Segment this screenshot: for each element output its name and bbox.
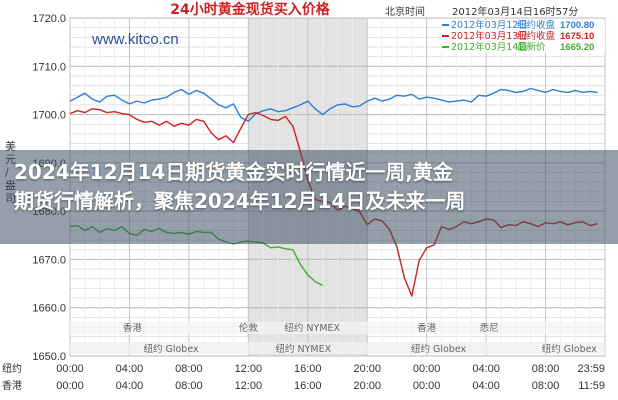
session-strip [70,322,605,334]
legend-bg [441,31,605,42]
x-tick-label: 04:00 [472,363,500,375]
axis-corner-bottom: 香港 [2,380,22,392]
session-label: 香港 [123,322,143,334]
legend-date: 2012年03月12日 [451,19,528,31]
datetime-label: 2012年03月14日16时57分 [452,5,578,18]
x-tick-label: 20:00 [353,363,381,375]
legend-value: 1665.20 [560,42,594,53]
x-tick-label: 00:00 [56,363,84,375]
timezone-label: 北京时间 [385,5,425,18]
x-end-label: 23:59 [577,363,605,375]
legend-date: 2012年03月14日 [451,41,528,53]
headline-line-2: 期货行情解析，聚焦2024年12月14日及未来一周 [14,189,466,213]
series-line-1 [69,87,598,122]
x-tick-label: 00:00 [413,363,441,375]
session-label: 悉尼 [480,322,499,334]
axis-corner-top: 纽约 [2,362,22,375]
x-tick-label-2: 08:00 [532,380,560,392]
globex-label: 纽约 Globex [542,343,598,355]
globex-strip [70,342,605,354]
watermark-text: www.kitco.cn [91,31,179,48]
x-tick-label: 08:00 [175,363,203,375]
session-label: 纽约 NYMEX [284,322,340,334]
legend-date: 2012年03月13日 [451,30,528,42]
x-tick-label-2: 04:00 [472,380,500,392]
chart-title: 24小时黄金现货买入价格 [170,1,330,18]
headline-line-1: 2024年12月14日期货黄金实时行情近一周,黄金 [14,160,453,184]
legend-value: 1700.80 [560,20,594,31]
legend-label: 纽约收盘 [517,19,556,31]
x-tick-label-2: 16:00 [294,380,322,392]
x-tick-label-2: 20:00 [353,380,381,392]
globex-label: 纽约 Globex [411,343,467,355]
session-label: 香港 [417,322,437,334]
x-tick-label: 12:00 [235,363,263,375]
headline-text: 2024年12月14日期货黄金实时行情近一周,黄金 期货行情解析，聚焦2024年… [14,158,606,216]
x-end-label-2: 11:59 [578,380,605,392]
x-tick-label-2: 00:00 [413,380,441,392]
x-tick-label-2: 12:00 [235,380,263,392]
x-tick-label: 16:00 [294,363,322,375]
y-tick-label: 1700.0 [32,110,66,122]
legend-bg [441,42,605,53]
session-label: 伦敦 [239,322,259,334]
legend-value: 1675.10 [560,31,594,42]
x-tick-label-2: 00:00 [56,380,84,392]
y-tick-label: 1650.0 [32,351,66,363]
x-tick-label: 04:00 [116,363,144,375]
y-tick-label: 1670.0 [32,254,66,266]
x-tick-label: 08:00 [532,363,560,375]
y-axis-label-char: 美 [5,140,16,153]
legend-bg [441,20,605,31]
x-tick-label-2: 04:00 [116,380,144,392]
y-tick-label: 1710.0 [32,61,66,73]
legend-label: 纽约收盘 [517,30,556,42]
globex-label: 纽约 NYMEX [275,343,331,355]
legend-label: 最新价 [517,41,546,53]
globex-label: 纽约 Globex [143,343,199,355]
headline-banner [0,150,618,244]
x-tick-label-2: 08:00 [175,380,203,392]
y-tick-label: 1720.0 [32,13,66,25]
y-tick-label: 1660.0 [32,303,66,315]
